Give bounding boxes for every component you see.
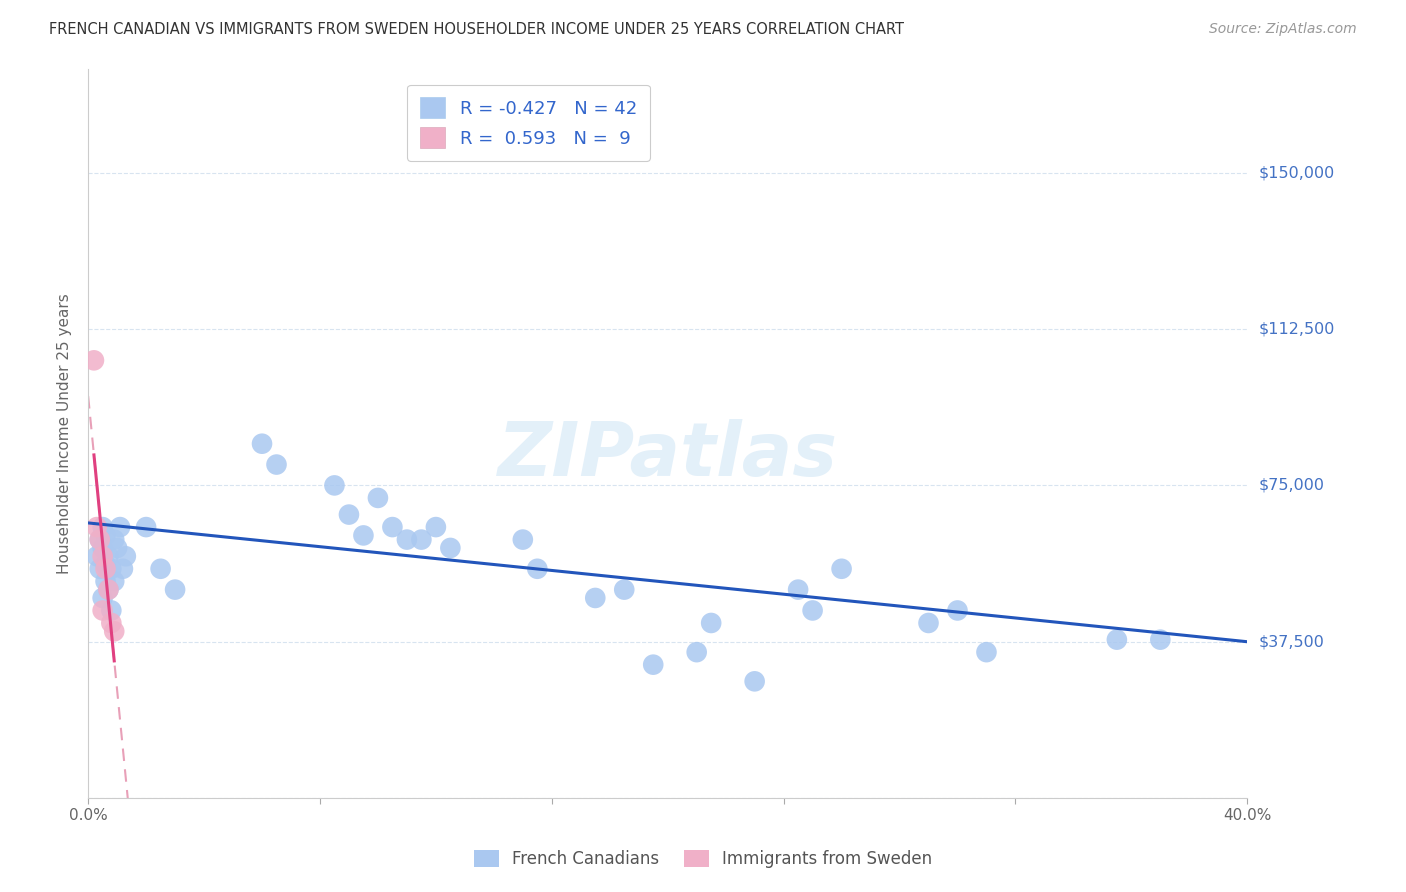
Point bbox=[89, 533, 111, 547]
Point bbox=[97, 582, 120, 597]
Point bbox=[86, 549, 108, 564]
Point bbox=[976, 645, 998, 659]
Point bbox=[381, 520, 404, 534]
Point bbox=[613, 582, 636, 597]
Point bbox=[94, 528, 117, 542]
Point bbox=[108, 520, 131, 534]
Point bbox=[337, 508, 360, 522]
Point bbox=[946, 603, 969, 617]
Point bbox=[83, 353, 105, 368]
Point bbox=[91, 591, 114, 605]
Point bbox=[526, 562, 548, 576]
Point bbox=[1105, 632, 1128, 647]
Point bbox=[831, 562, 853, 576]
Point bbox=[91, 549, 114, 564]
Point bbox=[103, 574, 125, 589]
Point bbox=[89, 533, 111, 547]
Text: ZIPatlas: ZIPatlas bbox=[498, 418, 838, 491]
Point bbox=[94, 574, 117, 589]
Point bbox=[917, 615, 939, 630]
Point bbox=[801, 603, 824, 617]
Legend: R = -0.427   N = 42, R =  0.593   N =  9: R = -0.427 N = 42, R = 0.593 N = 9 bbox=[408, 85, 650, 161]
Point bbox=[367, 491, 389, 505]
Text: $37,500: $37,500 bbox=[1258, 634, 1324, 649]
Text: $150,000: $150,000 bbox=[1258, 165, 1334, 180]
Point bbox=[323, 478, 346, 492]
Point bbox=[411, 533, 433, 547]
Text: FRENCH CANADIAN VS IMMIGRANTS FROM SWEDEN HOUSEHOLDER INCOME UNDER 25 YEARS CORR: FRENCH CANADIAN VS IMMIGRANTS FROM SWEDE… bbox=[49, 22, 904, 37]
Point bbox=[114, 549, 136, 564]
Point bbox=[91, 520, 114, 534]
Point bbox=[643, 657, 665, 672]
Point bbox=[103, 624, 125, 639]
Point bbox=[439, 541, 461, 555]
Point bbox=[425, 520, 447, 534]
Point bbox=[105, 541, 128, 555]
Point bbox=[250, 436, 273, 450]
Point bbox=[111, 562, 134, 576]
Text: Source: ZipAtlas.com: Source: ZipAtlas.com bbox=[1209, 22, 1357, 37]
Point bbox=[165, 582, 187, 597]
Point bbox=[700, 615, 723, 630]
Point bbox=[97, 549, 120, 564]
Text: $112,500: $112,500 bbox=[1258, 322, 1334, 336]
Point bbox=[91, 541, 114, 555]
Legend: French Canadians, Immigrants from Sweden: French Canadians, Immigrants from Sweden bbox=[467, 843, 939, 875]
Point bbox=[135, 520, 157, 534]
Point bbox=[744, 674, 766, 689]
Text: $75,000: $75,000 bbox=[1258, 478, 1324, 493]
Point bbox=[583, 591, 606, 605]
Point bbox=[94, 558, 117, 572]
Point bbox=[266, 458, 288, 472]
Point bbox=[97, 582, 120, 597]
Point bbox=[89, 562, 111, 576]
Point bbox=[100, 562, 122, 576]
Point bbox=[91, 603, 114, 617]
Point bbox=[149, 562, 172, 576]
Point bbox=[86, 520, 108, 534]
Point bbox=[103, 533, 125, 547]
Point bbox=[686, 645, 709, 659]
Point bbox=[787, 582, 810, 597]
Point bbox=[1149, 632, 1171, 647]
Point bbox=[100, 603, 122, 617]
Point bbox=[94, 562, 117, 576]
Point bbox=[395, 533, 418, 547]
Y-axis label: Householder Income Under 25 years: Householder Income Under 25 years bbox=[58, 293, 72, 574]
Point bbox=[512, 533, 534, 547]
Point bbox=[100, 615, 122, 630]
Point bbox=[352, 528, 374, 542]
